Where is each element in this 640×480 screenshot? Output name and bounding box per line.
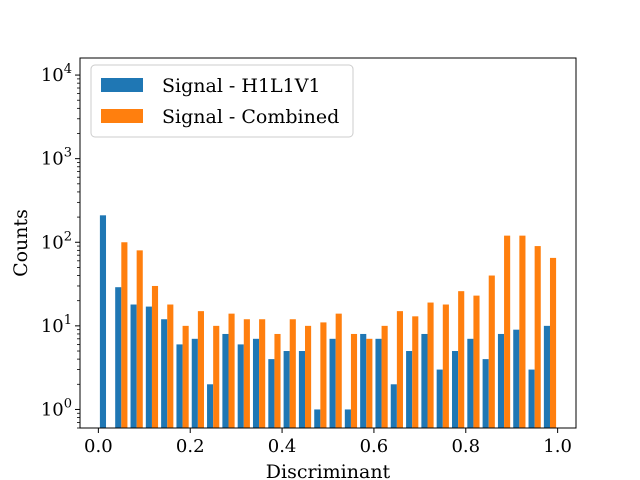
x-tick-label: 0.8 — [451, 436, 480, 457]
bar-h1l1v1-bin-19 — [390, 384, 397, 428]
x-tick-label: 0.0 — [84, 436, 113, 457]
bar-h1l1v1-bin-24 — [467, 338, 474, 428]
bar-h1l1v1-bin-15 — [329, 338, 336, 428]
bar-combined-bin-10 — [259, 319, 266, 428]
x-axis-label: Discriminant — [266, 461, 391, 480]
bar-combined-bin-17 — [366, 338, 373, 428]
bar-combined-bin-15 — [335, 313, 342, 428]
legend: Signal - H1L1V1 Signal - Combined — [90, 64, 354, 138]
bar-combined-bin-22 — [442, 304, 449, 428]
bar-combined-bin-25 — [488, 275, 495, 428]
legend-box — [90, 64, 354, 138]
bar-h1l1v1-bin-17 — [360, 333, 367, 428]
y-tick-label: 104 — [41, 62, 72, 86]
bar-combined-bin-20 — [412, 316, 419, 428]
bar-combined-bin-26 — [504, 235, 511, 428]
bar-combined-bin-21 — [427, 302, 434, 428]
y-tick-label: 101 — [41, 313, 72, 337]
axes-frame — [79, 57, 577, 429]
bar-combined-bin-28 — [534, 246, 541, 428]
bar-h1l1v1-bin-0 — [99, 215, 107, 428]
bar-h1l1v1-bin-2 — [130, 304, 137, 428]
bar-h1l1v1-bin-8 — [222, 333, 229, 428]
legend-swatch-h1l1v1 — [101, 78, 143, 92]
bar-h1l1v1-bin-11 — [268, 359, 275, 428]
plot-area: 0.0 0.2 0.4 0.6 0.8 1.0 100 101 102 103 104 — [41, 57, 577, 457]
bar-h1l1v1-bin-22 — [436, 369, 443, 428]
bar-combined-bin-19 — [396, 311, 403, 428]
bar-combined-bin-12 — [289, 319, 296, 428]
bar-combined-bin-11 — [274, 333, 281, 428]
bar-h1l1v1-bin-4 — [161, 319, 168, 428]
bar-h1l1v1-bin-5 — [176, 344, 183, 428]
bar-h1l1v1-bin-29 — [543, 325, 550, 428]
x-tick-label: 0.2 — [176, 436, 205, 457]
bar-h1l1v1-bin-1 — [115, 287, 122, 428]
y-axis-ticks: 100 101 102 103 104 — [41, 62, 80, 429]
bar-h1l1v1-bin-9 — [237, 344, 244, 428]
bar-h1l1v1-bin-6 — [191, 338, 198, 428]
bar-combined-bin-29 — [549, 257, 557, 428]
bar-h1l1v1-bin-21 — [421, 333, 428, 428]
bar-combined-bin-7 — [213, 325, 220, 428]
bar-h1l1v1-bin-18 — [375, 338, 382, 428]
bar-combined-bin-8 — [228, 313, 235, 428]
bar-combined-bin-6 — [197, 311, 204, 428]
bar-combined-bin-2 — [136, 250, 143, 428]
bar-h1l1v1-bin-16 — [344, 409, 351, 428]
legend-label-h1l1v1: Signal - H1L1V1 — [162, 75, 321, 97]
bar-combined-bin-1 — [121, 242, 128, 428]
bar-h1l1v1-bin-3 — [145, 306, 152, 428]
bar-combined-bin-24 — [473, 295, 480, 428]
bar-combined-bin-16 — [350, 333, 358, 428]
bar-combined-bin-4 — [167, 304, 174, 428]
bars — [99, 215, 557, 428]
x-axis-ticks: 0.0 0.2 0.4 0.6 0.8 1.0 — [84, 428, 572, 457]
bar-h1l1v1-bin-14 — [314, 409, 321, 428]
bar-combined-bin-14 — [320, 322, 327, 428]
y-tick-label: 102 — [41, 229, 72, 253]
bar-combined-bin-9 — [243, 319, 250, 428]
x-tick-label: 0.4 — [268, 436, 297, 457]
bar-combined-bin-18 — [381, 325, 388, 428]
bar-h1l1v1-bin-20 — [406, 351, 413, 428]
y-tick-label: 103 — [41, 146, 72, 170]
legend-swatch-combined — [101, 109, 143, 123]
bar-combined-bin-23 — [458, 291, 465, 428]
bar-h1l1v1-bin-13 — [298, 351, 306, 428]
legend-label-combined: Signal - Combined — [162, 106, 339, 128]
bar-h1l1v1-bin-26 — [497, 333, 505, 428]
bar-h1l1v1-bin-10 — [252, 338, 260, 428]
bar-h1l1v1-bin-25 — [482, 359, 489, 428]
bar-h1l1v1-bin-23 — [452, 351, 459, 428]
bar-h1l1v1-bin-7 — [207, 384, 214, 428]
x-tick-label: 1.0 — [543, 436, 572, 457]
bar-combined-bin-13 — [305, 325, 312, 428]
bar-combined-bin-27 — [519, 235, 526, 428]
bar-h1l1v1-bin-28 — [528, 369, 535, 428]
bar-combined-bin-5 — [182, 325, 189, 428]
y-tick-label: 100 — [41, 396, 72, 420]
bar-combined-bin-3 — [151, 285, 159, 428]
bar-h1l1v1-bin-27 — [513, 329, 520, 428]
x-tick-label: 0.6 — [360, 436, 389, 457]
y-axis-label: Counts — [10, 209, 32, 277]
bar-h1l1v1-bin-12 — [283, 351, 290, 428]
